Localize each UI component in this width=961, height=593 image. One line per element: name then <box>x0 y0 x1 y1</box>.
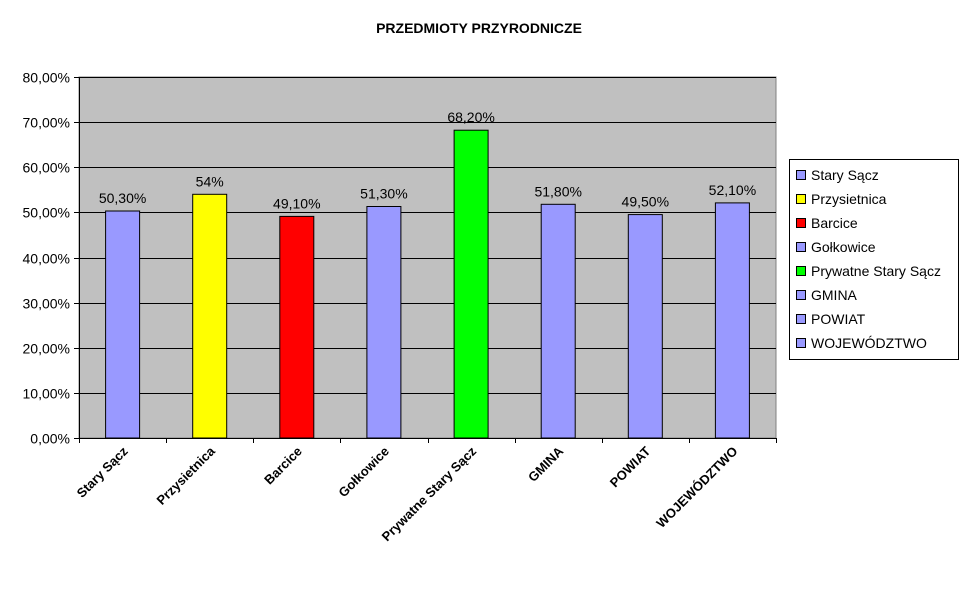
y-tick-label: 80,00% <box>23 70 70 86</box>
legend-swatch <box>796 242 806 252</box>
data-label: 49,50% <box>622 194 669 210</box>
x-category-label: Gołkowice <box>335 444 392 501</box>
bar <box>105 210 141 439</box>
y-tick-label: 40,00% <box>23 251 70 267</box>
legend-swatch <box>796 314 806 324</box>
legend-label: Gołkowice <box>811 239 876 255</box>
legend-swatch <box>796 338 806 348</box>
x-category-label: Prywatne Stary Sącz <box>379 443 480 544</box>
legend-swatch <box>796 194 806 204</box>
bar <box>192 193 228 439</box>
y-tick-label: 20,00% <box>23 341 70 357</box>
legend-swatch <box>796 170 806 180</box>
legend-label: Stary Sącz <box>811 167 879 183</box>
legend-label: Prywatne Stary Sącz <box>811 263 941 279</box>
bar <box>540 203 576 439</box>
x-category-label: POWIAT <box>607 443 654 490</box>
data-label: 51,30% <box>360 186 407 202</box>
plot-background <box>78 76 777 439</box>
bar <box>453 129 489 439</box>
legend-label: GMINA <box>811 287 858 303</box>
y-tick-label: 50,00% <box>23 205 70 221</box>
y-tick-label: 30,00% <box>23 296 70 312</box>
x-category-label: Przysietnica <box>154 443 219 508</box>
x-category-label: GMINA <box>525 443 567 485</box>
x-category-label: Stary Sącz <box>74 443 131 500</box>
legend-label: WOJEWÓDZTWO <box>811 335 927 351</box>
legend-label: Przysietnica <box>811 191 887 207</box>
data-label: 51,80% <box>534 183 581 199</box>
data-label: 52,10% <box>709 182 756 198</box>
plot-area: 0,00% 10,00% 20,00% 30,00% 40,00% 50,00% 60,00… <box>23 70 777 544</box>
legend-swatch <box>796 218 806 228</box>
chart-title: PRZEDMIOTY PRZYRODNICZE <box>376 20 582 36</box>
legend: Stary Sącz Przysietnica Barcice Gołkowice Pr… <box>789 159 959 360</box>
y-tick-label: 10,00% <box>23 386 70 402</box>
x-category-label: Barcice <box>261 444 305 488</box>
bar <box>627 214 663 439</box>
y-tick-label: 60,00% <box>23 160 70 176</box>
bar <box>714 202 750 439</box>
legend-swatch <box>796 266 806 276</box>
y-tick-label: 0,00% <box>30 431 70 447</box>
legend-label: POWIAT <box>811 311 866 327</box>
x-category-label: WOJEWÓDZTWO <box>653 444 740 531</box>
data-label: 68,20% <box>447 109 494 125</box>
data-label: 50,30% <box>99 190 146 206</box>
y-tick-label: 70,00% <box>23 115 70 131</box>
bar <box>366 206 402 439</box>
legend-box <box>789 159 959 360</box>
legend-swatch <box>796 290 806 300</box>
legend-label: Barcice <box>811 215 858 231</box>
bar <box>279 215 315 439</box>
data-label: 54% <box>196 173 224 189</box>
data-label: 49,10% <box>273 195 320 211</box>
